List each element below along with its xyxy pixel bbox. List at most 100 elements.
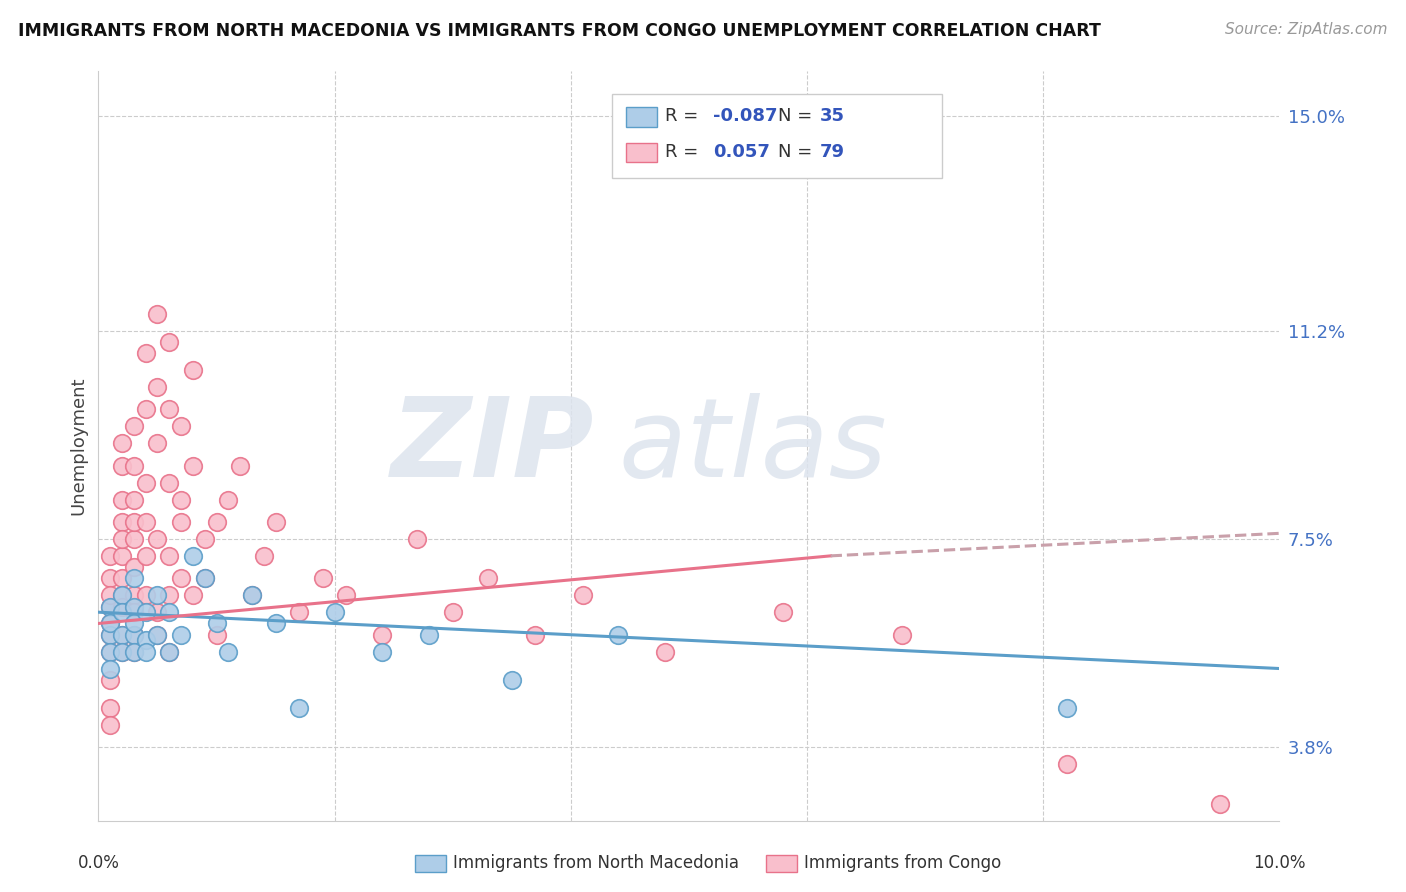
Text: Immigrants from Congo: Immigrants from Congo	[804, 855, 1001, 872]
Point	[371, 628, 394, 642]
Point	[146, 628, 169, 642]
Text: Source: ZipAtlas.com: Source: ZipAtlas.com	[1225, 22, 1388, 37]
Point	[253, 549, 276, 563]
Point	[111, 645, 134, 659]
Point	[654, 645, 676, 659]
Point	[194, 571, 217, 585]
Point	[135, 549, 157, 563]
Point	[122, 532, 145, 546]
Point	[98, 599, 121, 614]
Point	[111, 549, 134, 563]
Point	[607, 628, 630, 642]
Text: Immigrants from North Macedonia: Immigrants from North Macedonia	[453, 855, 738, 872]
Point	[205, 628, 228, 642]
Point	[98, 718, 121, 732]
Y-axis label: Unemployment: Unemployment	[69, 376, 87, 516]
Point	[122, 599, 145, 614]
Point	[170, 419, 193, 434]
Point	[98, 628, 121, 642]
Point	[98, 673, 121, 687]
Point	[323, 605, 346, 619]
Point	[170, 515, 193, 529]
Point	[135, 605, 157, 619]
Point	[146, 436, 169, 450]
Point	[135, 645, 157, 659]
Point	[111, 458, 134, 473]
Point	[122, 571, 145, 585]
Point	[111, 571, 134, 585]
Point	[264, 515, 287, 529]
Point	[181, 363, 204, 377]
Point	[111, 588, 134, 602]
Point	[146, 628, 169, 642]
Point	[157, 645, 180, 659]
Point	[98, 616, 121, 631]
Text: atlas: atlas	[619, 392, 887, 500]
Point	[157, 402, 180, 417]
Text: N =: N =	[778, 107, 817, 125]
Point	[122, 628, 145, 642]
Point	[181, 549, 204, 563]
Text: 0.0%: 0.0%	[77, 855, 120, 872]
Point	[122, 458, 145, 473]
Point	[406, 532, 429, 546]
Point	[264, 616, 287, 631]
Text: R =: R =	[665, 107, 704, 125]
Text: 79: 79	[820, 143, 845, 161]
Point	[135, 475, 157, 490]
Point	[170, 492, 193, 507]
Point	[157, 645, 180, 659]
Point	[157, 549, 180, 563]
Point	[418, 628, 440, 642]
Point	[890, 628, 912, 642]
Point	[146, 380, 169, 394]
Text: 10.0%: 10.0%	[1253, 855, 1306, 872]
Point	[501, 673, 523, 687]
Point	[371, 645, 394, 659]
Text: R =: R =	[665, 143, 704, 161]
Point	[194, 571, 217, 585]
Point	[98, 616, 121, 631]
Point	[122, 560, 145, 574]
Point	[111, 515, 134, 529]
Point	[122, 645, 145, 659]
Point	[288, 605, 311, 619]
Point	[312, 571, 335, 585]
Text: ZIP: ZIP	[391, 392, 595, 500]
Point	[98, 599, 121, 614]
Point	[1056, 757, 1078, 772]
Point	[98, 645, 121, 659]
Point	[122, 419, 145, 434]
Point	[240, 588, 263, 602]
Point	[477, 571, 499, 585]
Point	[98, 628, 121, 642]
Text: IMMIGRANTS FROM NORTH MACEDONIA VS IMMIGRANTS FROM CONGO UNEMPLOYMENT CORRELATIO: IMMIGRANTS FROM NORTH MACEDONIA VS IMMIG…	[18, 22, 1101, 40]
Point	[122, 588, 145, 602]
Point	[122, 628, 145, 642]
Point	[122, 492, 145, 507]
Point	[135, 346, 157, 360]
Point	[122, 515, 145, 529]
Point	[772, 605, 794, 619]
Point	[135, 588, 157, 602]
Point	[111, 599, 134, 614]
Point	[181, 458, 204, 473]
Point	[98, 645, 121, 659]
Point	[146, 532, 169, 546]
Point	[122, 605, 145, 619]
Point	[157, 475, 180, 490]
Point	[217, 645, 239, 659]
Point	[157, 605, 180, 619]
Point	[170, 571, 193, 585]
Point	[229, 458, 252, 473]
Point	[205, 616, 228, 631]
Point	[571, 588, 593, 602]
Point	[146, 605, 169, 619]
Point	[111, 532, 134, 546]
Text: -0.087: -0.087	[713, 107, 778, 125]
Point	[135, 515, 157, 529]
Point	[111, 605, 134, 619]
Point	[98, 701, 121, 715]
Point	[441, 605, 464, 619]
Point	[122, 645, 145, 659]
